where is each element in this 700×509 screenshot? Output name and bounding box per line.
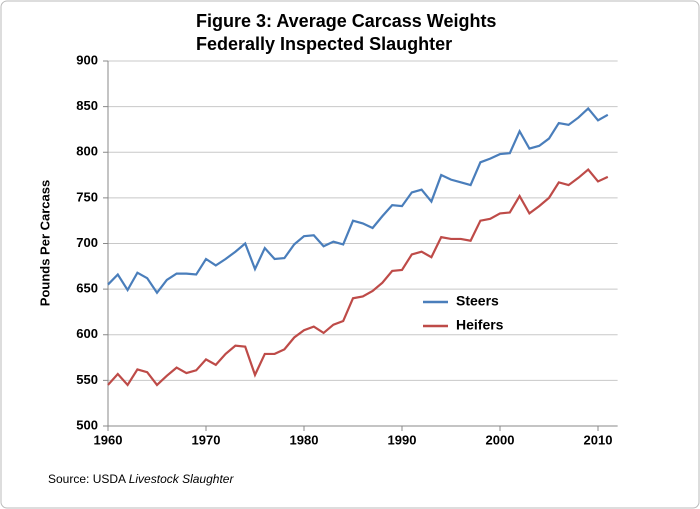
x-tick-label: 1980	[290, 432, 319, 447]
legend-label: Steers	[456, 293, 499, 309]
source: Source: USDA Livestock Slaughter	[48, 472, 234, 486]
x-tick-label: 1970	[192, 432, 221, 447]
series-line	[107, 106, 609, 295]
legend-label: Heifers	[456, 317, 504, 333]
y-tick-label: 550	[76, 372, 98, 387]
y-tick-label: 800	[76, 144, 98, 159]
y-tick-label: 900	[76, 52, 98, 67]
y-tick-label: 600	[76, 326, 98, 341]
y-tick-label: 700	[76, 235, 98, 250]
x-tick-label: 2000	[486, 432, 515, 447]
y-tick-label: 750	[76, 189, 98, 204]
source-prefix: Source: USDA	[48, 472, 126, 486]
x-tick-label: 1960	[94, 432, 123, 447]
y-tick-label: 500	[76, 417, 98, 432]
y-tick-label: 850	[76, 98, 98, 113]
source-italic: Livestock Slaughter	[129, 472, 235, 486]
x-tick-label: 2010	[584, 432, 613, 447]
chart-subtitle: Federally Inspected Slaughter	[196, 34, 452, 54]
chart-title: Figure 3: Average Carcass Weights	[196, 11, 496, 31]
y-tick-label: 650	[76, 281, 98, 296]
y-axis-title: Pounds Per Carcass	[37, 180, 52, 306]
series-line	[107, 168, 609, 387]
x-tick-label: 1990	[388, 432, 417, 447]
